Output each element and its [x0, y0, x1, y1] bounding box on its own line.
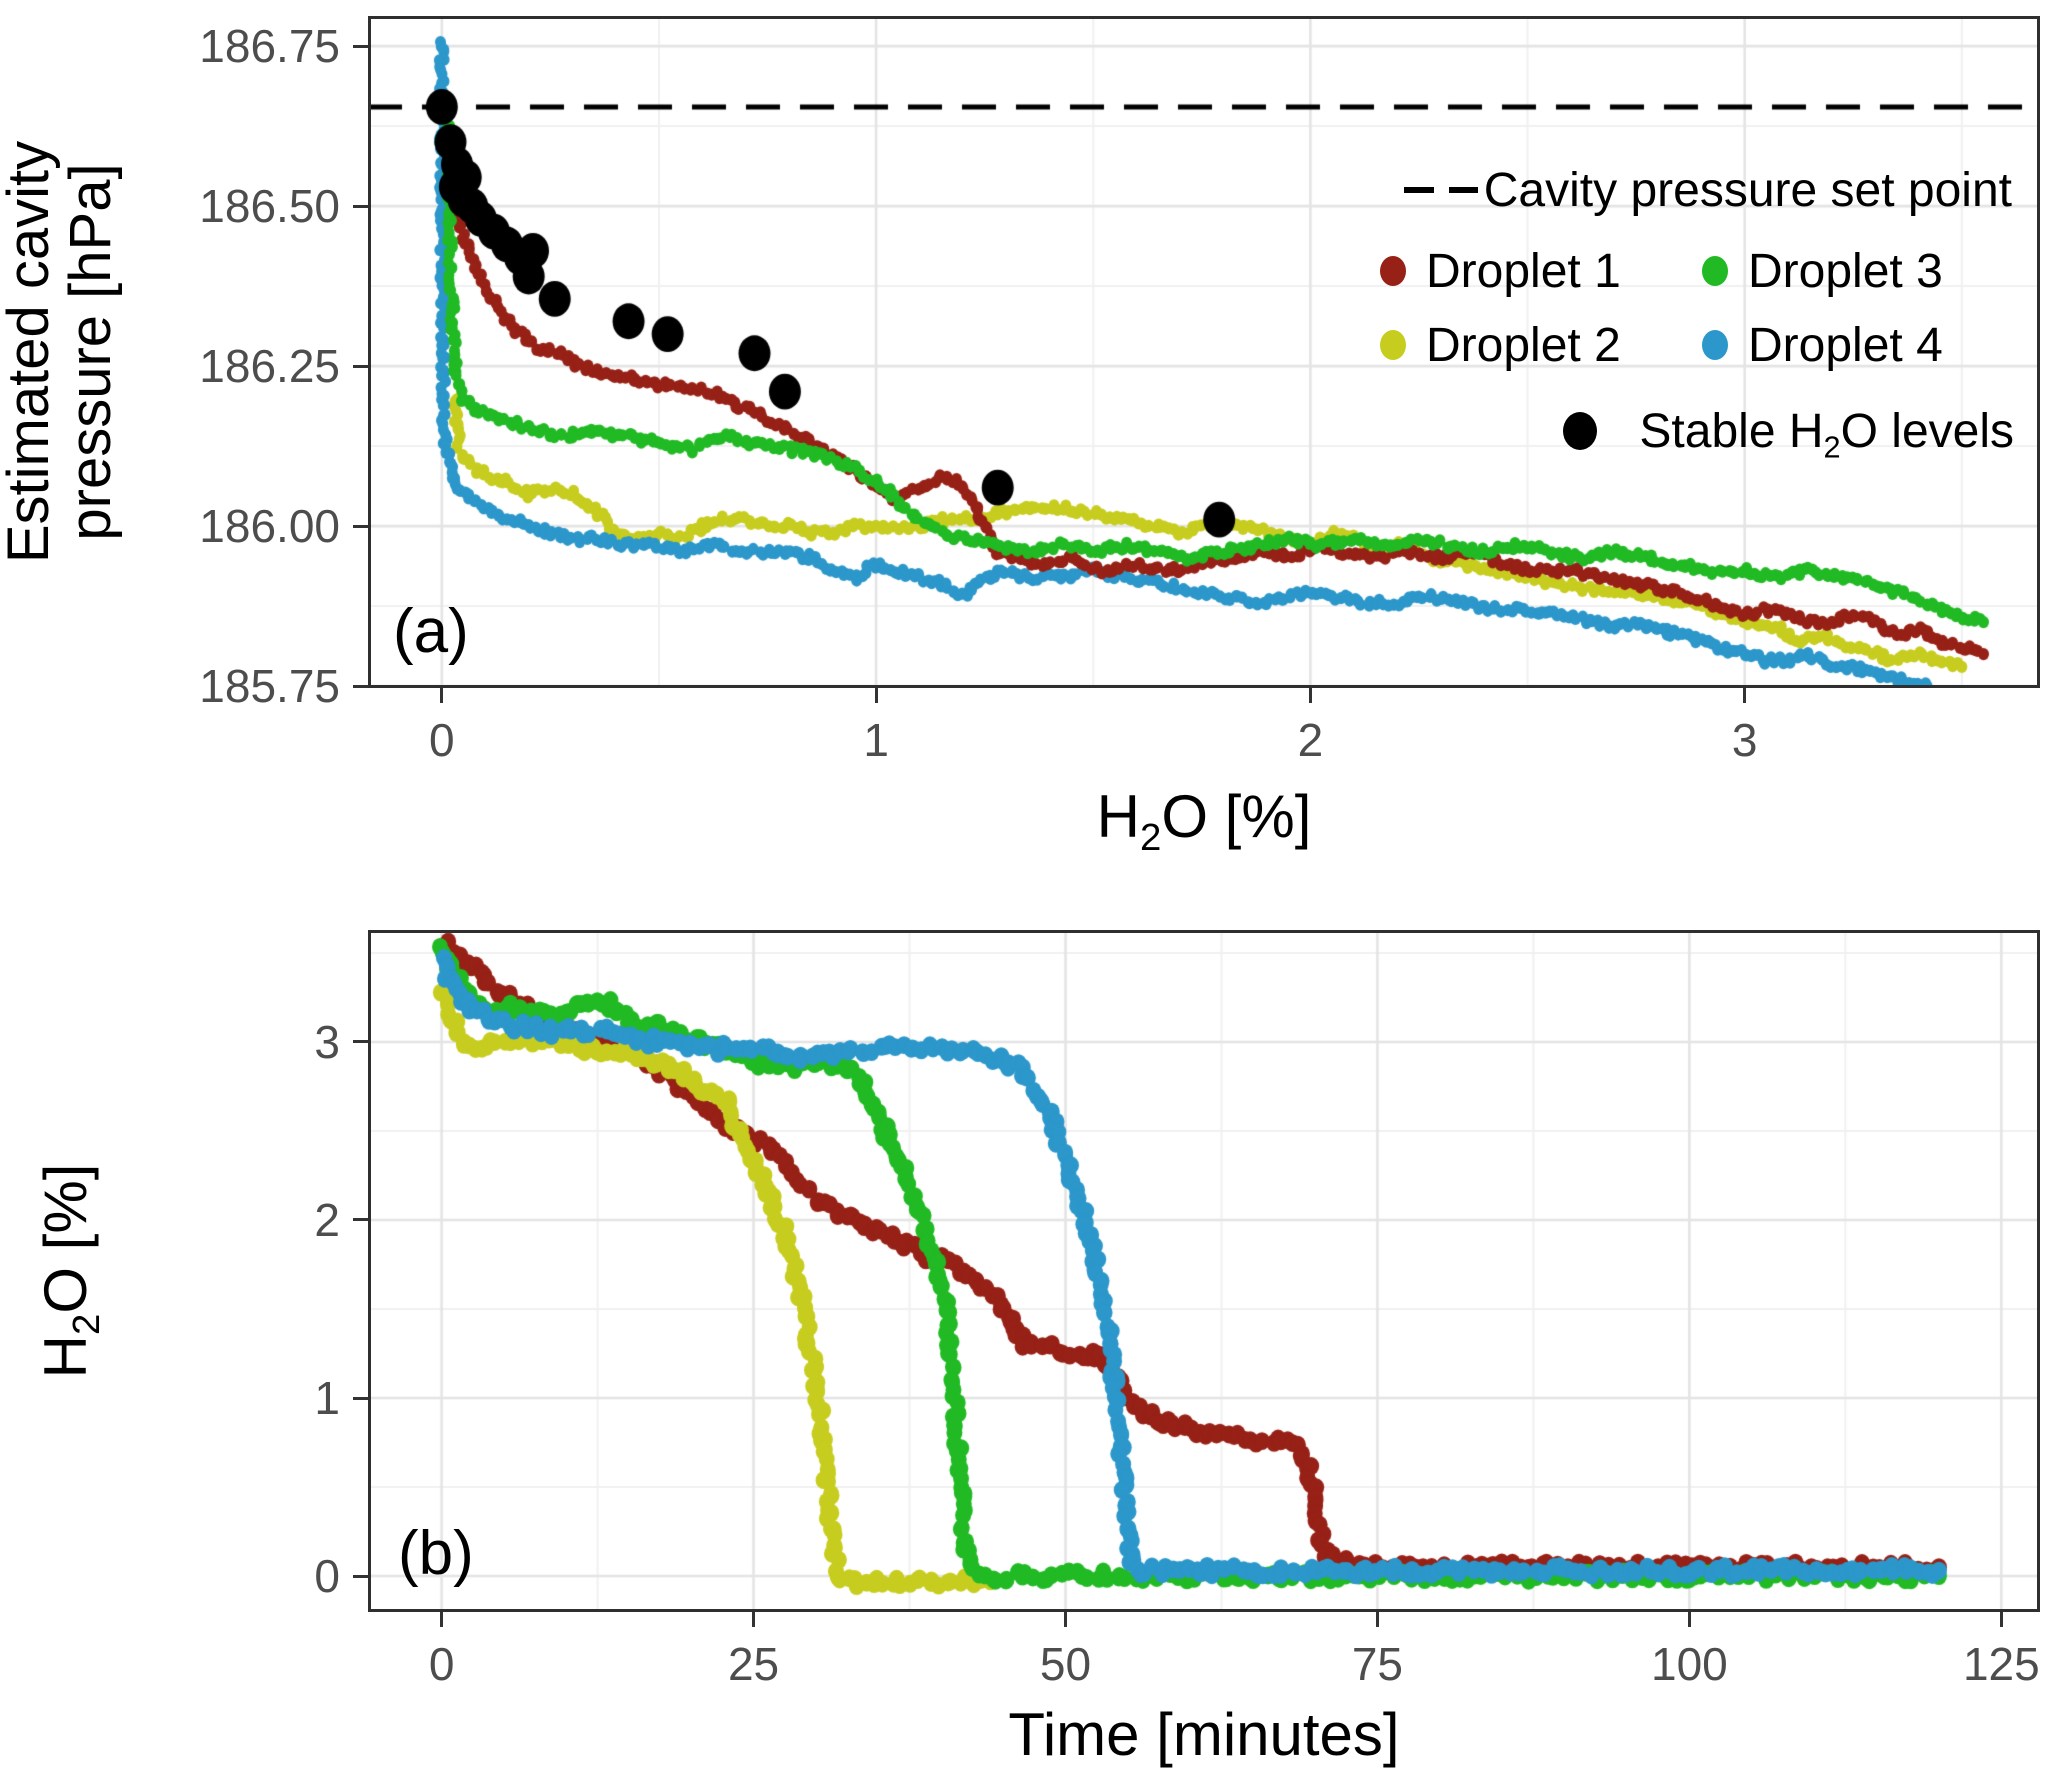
x-tick — [752, 1612, 756, 1627]
x-tick — [874, 688, 878, 703]
panel-b-x-axis-title: Time [minutes] — [1008, 1701, 1400, 1768]
x-tick-label: 75 — [1351, 1638, 1404, 1690]
x-tick — [440, 1612, 444, 1627]
x-title-subscript: 2 — [1139, 816, 1162, 859]
y-tick — [353, 1040, 368, 1044]
legend-entry-droplet-2: Droplet 2 — [1380, 314, 1702, 376]
legend-label-set-point: Cavity pressure set point — [1483, 163, 2012, 217]
x-tick-label: 100 — [1651, 1638, 1728, 1690]
y-tick-label: 2 — [314, 1193, 340, 1246]
y-tick — [353, 684, 368, 688]
x-title-text: O [%] — [1161, 783, 1312, 850]
legend-entry-stable: Stable H2O levels — [1372, 398, 2040, 464]
x-tick — [440, 688, 444, 703]
y-tick-label: 186.75 — [199, 20, 340, 73]
x-tick — [1743, 688, 1747, 703]
cavity-set-point-dashed-line-key-icon — [1403, 187, 1478, 193]
panel-a-canvas — [368, 16, 2040, 688]
legend: Cavity pressure set point Droplet 1 Drop… — [1372, 160, 2040, 464]
droplet-2-key-icon — [1380, 330, 1406, 360]
panel-a-x-axis-title: H2O [%] — [368, 782, 2040, 857]
y-tick — [353, 364, 368, 368]
y-title-subscript: 2 — [65, 1313, 108, 1336]
x-tick-label: 3 — [1731, 714, 1758, 766]
y-tick-label: 1 — [314, 1372, 340, 1425]
y-tick-label: 185.75 — [199, 660, 340, 713]
legend-entry-droplet-1: Droplet 1 — [1380, 240, 1702, 302]
stable-label-subscript: 2 — [1823, 429, 1841, 465]
x-tick-label: 25 — [727, 1638, 780, 1690]
y-tick — [353, 1218, 368, 1222]
x-tick — [1687, 1612, 1691, 1627]
x-tick-label: 1 — [863, 714, 889, 766]
x-tick-label: 2 — [1297, 714, 1324, 766]
legend-label-droplet-1: Droplet 1 — [1426, 244, 1621, 298]
y-tick-label: 186.25 — [199, 340, 340, 393]
legend-label-droplet-3: Droplet 3 — [1748, 244, 1943, 298]
x-tick-label: 125 — [1962, 1638, 2040, 1690]
x-title-text: H — [1096, 783, 1140, 850]
y-tick — [353, 1396, 368, 1400]
x-tick — [1308, 688, 1312, 703]
legend-entry-set-point: Cavity pressure set point — [1372, 160, 2040, 220]
x-tick-label: 0 — [429, 714, 455, 766]
legend-entry-droplet-3: Droplet 3 — [1702, 240, 2012, 302]
droplet-3-key-icon — [1702, 256, 1728, 286]
x-tick-label: 50 — [1039, 1638, 1092, 1690]
droplet-1-key-icon — [1380, 256, 1406, 286]
y-tick — [353, 524, 368, 528]
panel-b-canvas — [368, 930, 2040, 1612]
y-tick-label: 186.50 — [199, 180, 340, 233]
y-tick-label: 3 — [314, 1015, 340, 1068]
y-tick — [353, 204, 368, 208]
x-tick — [1999, 1612, 2003, 1627]
x-tick — [1063, 1612, 1067, 1627]
y-tick-label: 186.00 — [199, 500, 340, 553]
legend-droplet-grid: Droplet 1 Droplet 3 Droplet 2 Droplet 4 — [1372, 240, 2040, 376]
panel-a-letter: (a) — [393, 597, 469, 666]
stable-label-text: O levels — [1840, 404, 2014, 458]
legend-label-droplet-2: Droplet 2 — [1426, 318, 1621, 372]
x-tick — [1375, 1612, 1379, 1627]
y-tick — [353, 44, 368, 48]
legend-label-stable: Stable H2O levels — [1639, 404, 2014, 462]
panel-b-letter: (b) — [398, 1519, 474, 1588]
droplet-4-key-icon — [1702, 330, 1728, 360]
legend-entry-droplet-4: Droplet 4 — [1702, 314, 2012, 376]
stable-h2o-key-icon — [1563, 412, 1598, 450]
y-tick-label: 0 — [314, 1550, 340, 1603]
legend-label-droplet-4: Droplet 4 — [1748, 318, 1943, 372]
y-tick — [353, 1574, 368, 1578]
x-tick-label: 0 — [428, 1638, 455, 1690]
stable-label-text: Stable H — [1639, 404, 1824, 458]
